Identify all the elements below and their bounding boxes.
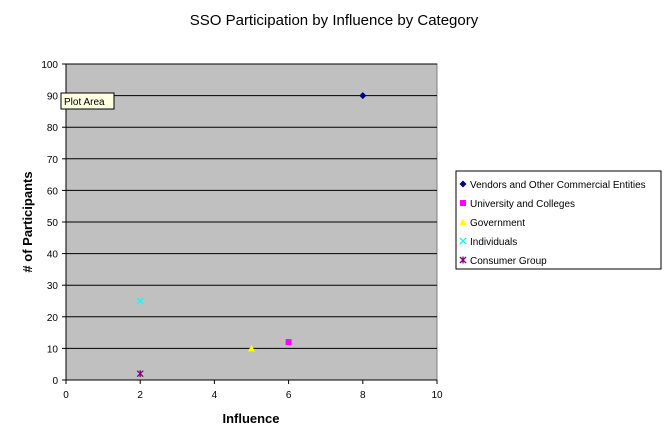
y-tick-label: 50	[47, 218, 59, 229]
y-tick-label: 80	[47, 123, 59, 134]
y-tick-label: 20	[47, 313, 59, 324]
data-point	[285, 339, 292, 346]
y-tick-label: 10	[47, 344, 59, 355]
legend-marker	[459, 218, 467, 225]
chart-title: SSO Participation by Influence by Catego…	[190, 12, 479, 29]
data-points	[136, 92, 367, 378]
legend-marker	[459, 256, 467, 264]
legend-item: Individuals	[459, 237, 517, 248]
x-tick-label: 10	[431, 390, 443, 401]
legend-box	[455, 170, 662, 270]
x-tick-label: 6	[286, 390, 292, 401]
grid-lines	[66, 63, 437, 349]
legend-label: Individuals	[470, 237, 517, 248]
axes	[62, 63, 438, 384]
x-tick-label: 0	[63, 390, 69, 401]
legend-label: Government	[470, 218, 525, 229]
data-point	[136, 370, 144, 378]
legend-marker	[459, 237, 467, 245]
legend-item: University and Colleges	[460, 199, 575, 210]
data-point	[248, 344, 255, 352]
y-tick-label: 40	[47, 250, 59, 261]
legend-item: Consumer Group	[459, 256, 547, 267]
x-tick-label: 4	[212, 390, 218, 401]
y-axis-title: # of Participants	[20, 171, 35, 272]
y-tick-label: 60	[47, 186, 59, 197]
y-tick-labels: 0 10 20 30 40 50 60 70 80 90 100	[41, 60, 58, 387]
y-tick-label: 30	[47, 281, 59, 292]
tooltip-text: Plot Area	[64, 97, 105, 108]
legend[interactable]: Vendors and Other Commercial Entities Uni…	[455, 170, 662, 270]
y-tick-label: 90	[47, 92, 59, 103]
legend-label: Consumer Group	[470, 256, 547, 267]
legend-item: Government	[459, 218, 525, 229]
y-tick-label: 0	[52, 376, 58, 387]
y-tick-label: 100	[41, 60, 58, 71]
legend-item: Vendors and Other Commercial Entities	[459, 180, 646, 191]
x-axis-title: Influence	[222, 411, 279, 426]
legend-label: University and Colleges	[470, 199, 575, 210]
legend-marker	[460, 200, 466, 206]
tooltip-box	[60, 92, 115, 110]
legend-label: Vendors and Other Commercial Entities	[470, 180, 646, 191]
data-point	[359, 92, 367, 100]
x-tick-label: 2	[137, 390, 143, 401]
data-point	[136, 297, 144, 305]
plot-area-tooltip: Plot Area	[60, 92, 115, 110]
legend-marker	[459, 180, 467, 188]
x-tick-labels: 0 2 4 6 8 10	[63, 390, 443, 401]
y-tick-label: 70	[47, 155, 59, 166]
x-tick-label: 8	[360, 390, 366, 401]
